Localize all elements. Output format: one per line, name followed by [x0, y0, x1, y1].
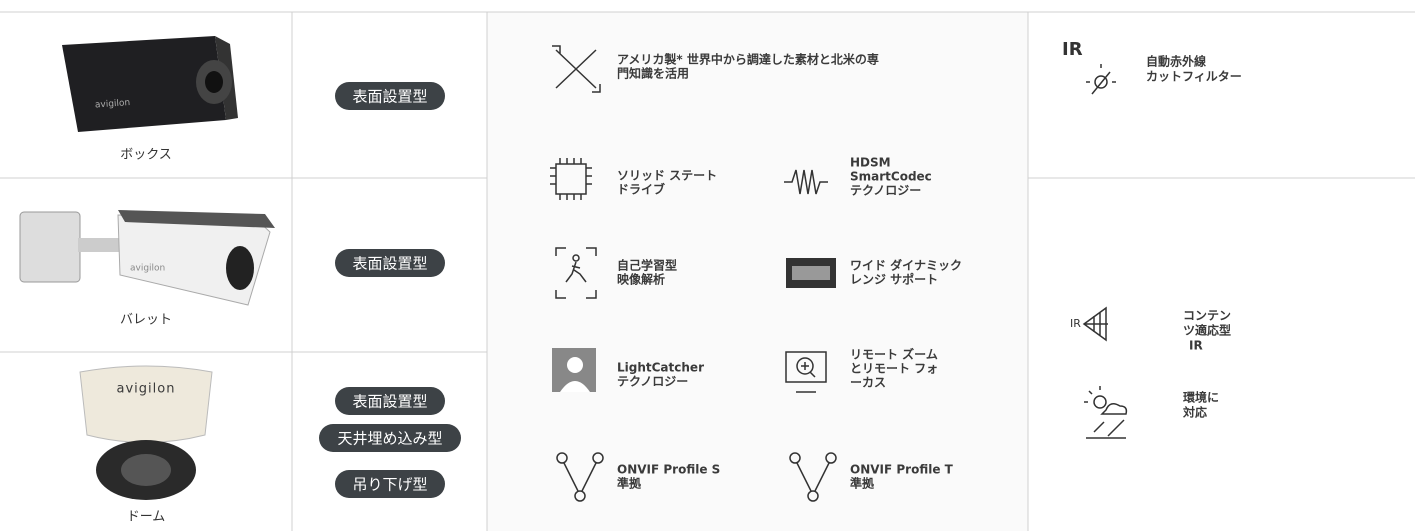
feature-label: 準拠	[850, 476, 875, 491]
feature-label: 門知識を活用	[617, 66, 689, 81]
feature-label: 自己学習型	[617, 258, 677, 273]
weather-icon	[1084, 386, 1128, 439]
camera-logo: avigilon	[95, 98, 131, 110]
box-camera-image: avigilon	[62, 36, 238, 132]
environment-label: IR	[1189, 339, 1203, 353]
mount-label: 表面設置型	[352, 255, 427, 273]
ir-icon-label: IR	[1062, 39, 1083, 60]
environment-label: 対応	[1182, 405, 1207, 420]
feature-label: ワイド ダイナミック	[850, 258, 962, 273]
mount-badge	[335, 470, 445, 498]
environment-label: カットフィルター	[1146, 70, 1242, 84]
feature-label: アメリカ製* 世界中から調達した素材と北米の専	[617, 52, 879, 67]
feature-label: 準拠	[617, 476, 642, 491]
onvif-s-icon	[556, 452, 604, 502]
tools-icon	[552, 45, 601, 93]
wdr-icon	[786, 258, 836, 288]
environment-label: 環境に	[1183, 390, 1219, 405]
product-name: ドーム	[127, 510, 166, 525]
mount-label: 天井埋め込み型	[337, 430, 442, 448]
environment-label: ツ適応型	[1183, 323, 1231, 338]
adaptive-ir-icon	[1082, 306, 1108, 342]
feature-label: ーカス	[850, 376, 886, 390]
ir-icon-label: IR	[1070, 317, 1081, 330]
feature-label: HDSM	[850, 156, 891, 170]
lightcatcher-icon	[552, 348, 596, 392]
feature-label: テクノロジー	[850, 184, 921, 198]
mount-badge	[335, 249, 445, 277]
analytics-icon	[555, 247, 597, 299]
environment-label: 自動赤外線	[1146, 54, 1206, 69]
feature-label: LightCatcher	[617, 361, 704, 375]
environment-label: コンテン	[1183, 309, 1231, 323]
feature-label: リモート ズーム	[850, 347, 938, 362]
feature-label: ONVIF Profile S	[617, 463, 720, 477]
product-name: バレット	[120, 313, 172, 328]
feature-label: ソリッド ステート	[617, 169, 717, 183]
zoom-icon	[785, 351, 827, 393]
camera-logo: avigilon	[117, 382, 176, 397]
feature-label: とリモート フォ	[850, 362, 938, 376]
mount-badge	[335, 82, 445, 110]
mount-badge	[335, 387, 445, 415]
product-name: ボックス	[120, 148, 172, 163]
feature-label: ドライブ	[617, 182, 665, 197]
feature-label: テクノロジー	[617, 375, 688, 389]
bullet-camera-image: avigilon	[19, 210, 275, 306]
chip-icon	[550, 158, 592, 200]
feature-label: ONVIF Profile T	[850, 463, 954, 477]
mount-label: 表面設置型	[352, 393, 427, 411]
wave-icon	[784, 169, 828, 195]
mount-label: 吊り下げ型	[352, 476, 427, 494]
feature-label: SmartCodec	[850, 170, 932, 184]
mount-label: 表面設置型	[352, 88, 427, 106]
feature-label: 映像解析	[617, 272, 665, 287]
ir-filter-icon	[1086, 64, 1116, 95]
camera-logo: avigilon	[130, 264, 165, 274]
dome-camera-image: avigilon	[79, 365, 213, 500]
onvif-t-icon	[789, 452, 837, 502]
mount-badge	[319, 424, 461, 452]
table-borders	[0, 11, 1415, 531]
feature-label: レンジ サポート	[850, 272, 938, 287]
